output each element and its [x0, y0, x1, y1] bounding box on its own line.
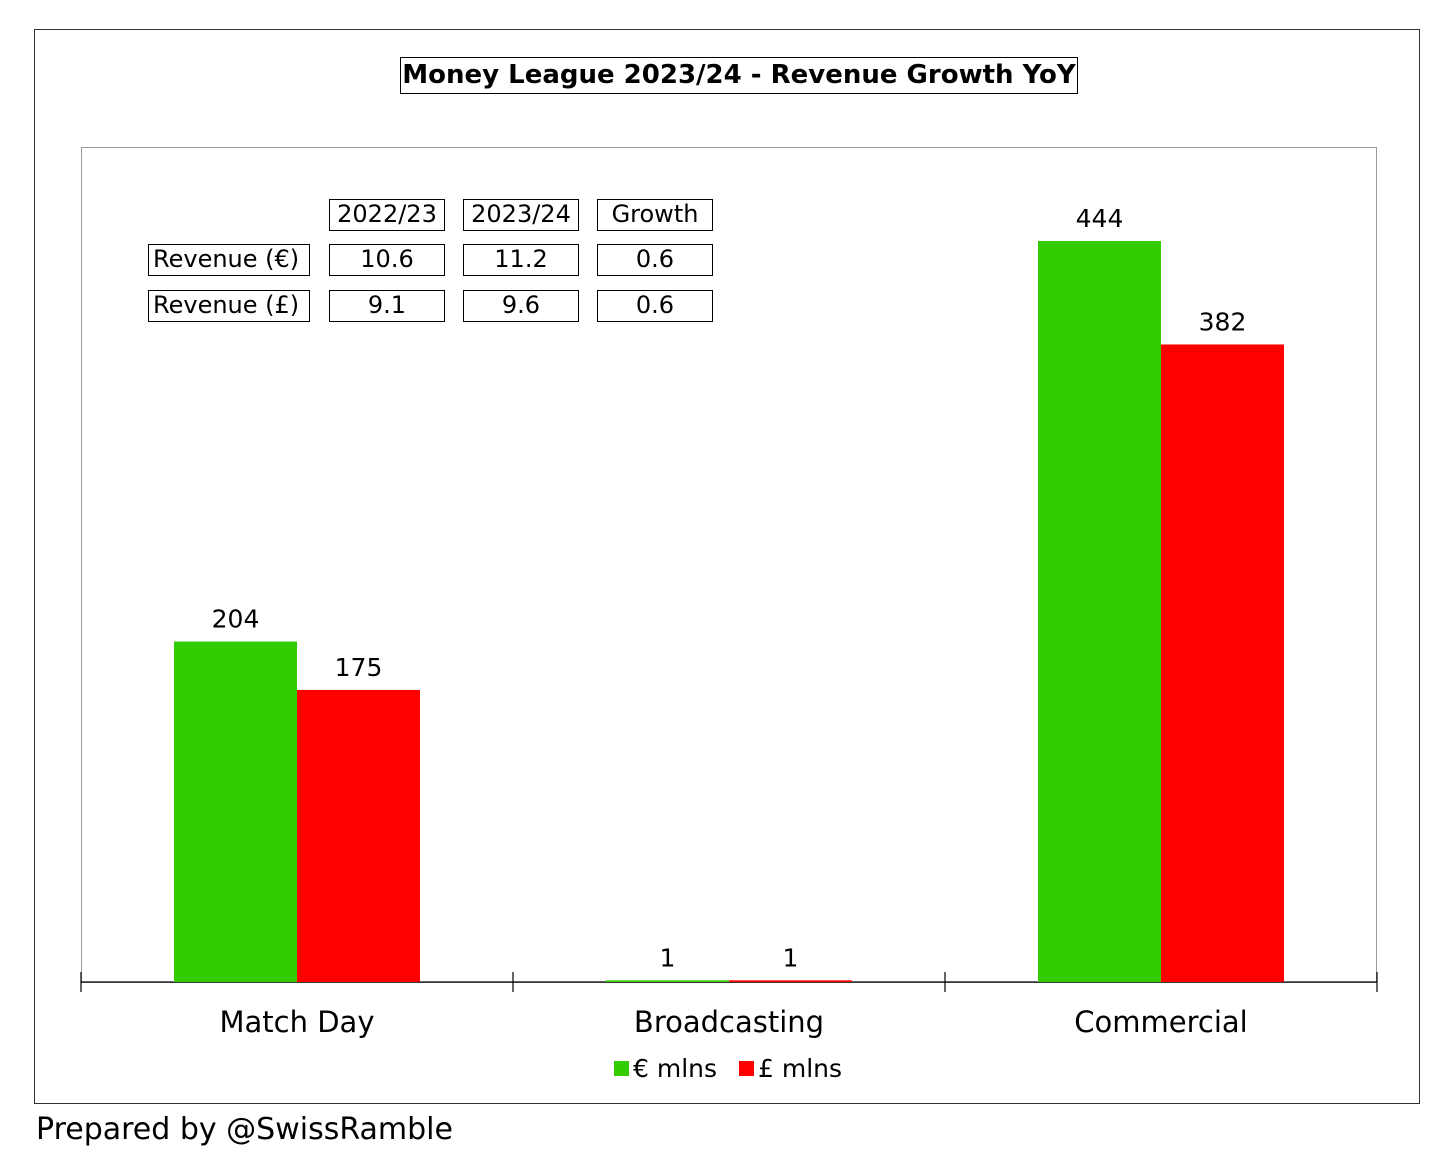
bar-eur-2	[1038, 241, 1161, 982]
chart-title: Money League 2023/24 - Revenue Growth Yo…	[400, 57, 1078, 94]
data-label: 444	[1076, 204, 1124, 233]
category-label: Commercial	[1074, 1005, 1247, 1039]
bar-gbp-1	[729, 980, 852, 982]
table-cell-gbp-2022-23: 9.1	[329, 290, 445, 322]
legend-label-eur: € mlns	[633, 1054, 718, 1083]
category-label: Broadcasting	[634, 1005, 824, 1039]
table-cell-eur-growth: 0.6	[597, 244, 713, 276]
category-label: Match Day	[220, 1005, 375, 1039]
bar-eur-1	[606, 980, 729, 982]
legend-item-gbp: £ mlns	[739, 1054, 842, 1083]
data-label: 1	[783, 943, 799, 972]
data-label: 204	[212, 605, 260, 634]
table-row-label-eur: Revenue (€)	[148, 244, 310, 276]
table-cell-gbp-growth: 0.6	[597, 290, 713, 322]
legend-item-eur: € mlns	[614, 1054, 717, 1083]
data-label: 382	[1199, 307, 1247, 336]
table-row-label-gbp: Revenue (£)	[148, 290, 310, 322]
legend-swatch-gbp	[739, 1061, 755, 1076]
table-cell-eur-2022-23: 10.6	[329, 244, 445, 276]
footer-credit: Prepared by @SwissRamble	[36, 1112, 453, 1147]
legend-swatch-eur	[614, 1061, 629, 1076]
table-header-2022-23: 2022/23	[329, 199, 445, 231]
data-label: 175	[335, 653, 383, 682]
chart-frame	[34, 29, 1420, 1104]
table-cell-gbp-2023-24: 9.6	[463, 290, 579, 322]
bar-eur-0	[174, 641, 297, 982]
legend-label-gbp: £ mlns	[758, 1054, 843, 1083]
table-header-growth: Growth	[597, 199, 713, 231]
data-label: 1	[660, 943, 676, 972]
bar-gbp-2	[1161, 344, 1284, 982]
table-header-2023-24: 2023/24	[463, 199, 579, 231]
bar-gbp-0	[297, 689, 420, 982]
table-cell-eur-2023-24: 11.2	[463, 244, 579, 276]
legend: € mlns £ mlns	[614, 1054, 864, 1083]
